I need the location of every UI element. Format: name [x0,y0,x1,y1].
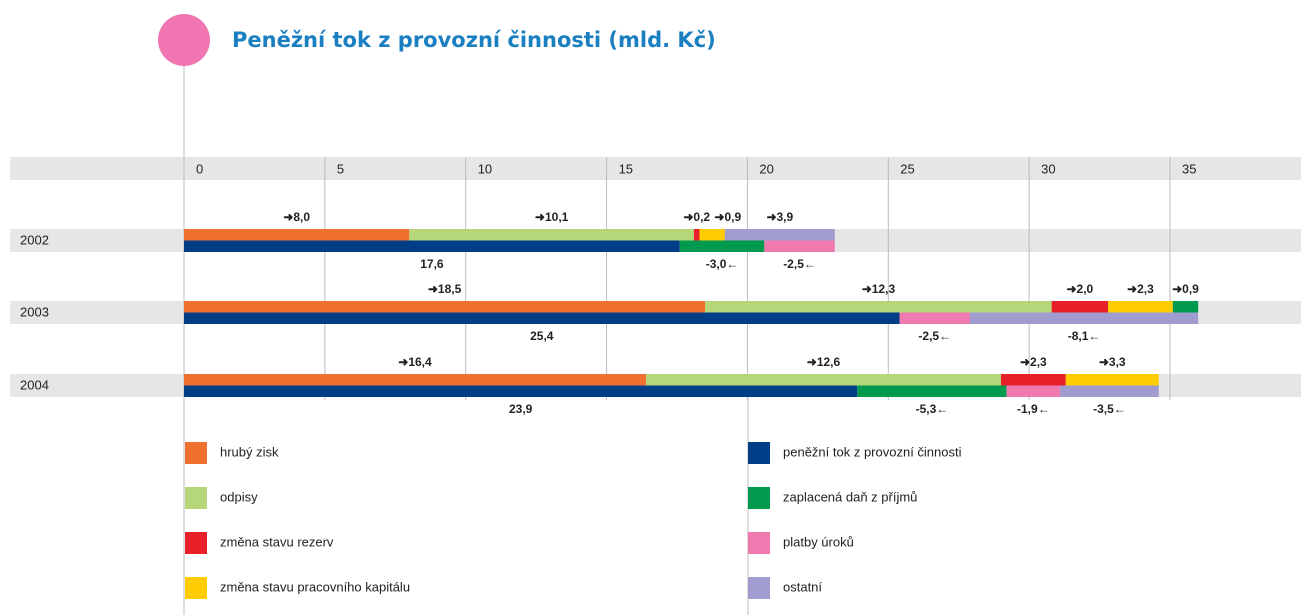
bar-segment [1000,374,1066,386]
value-label: ➜16,4 [398,355,432,369]
legend-label: změna stavu rezerv [220,534,334,549]
bar-segment [764,240,835,252]
y-tick-label: 2002 [20,232,49,247]
legend-label: změna stavu pracovního kapitálu [220,579,410,594]
value-label: ➜8,0 [283,210,310,224]
y-tick-label: 2003 [20,304,49,319]
legend-swatch [185,577,207,599]
x-tick-label: 10 [478,161,492,176]
value-label: -3,5← [1093,402,1126,416]
y-tick-label: 2004 [20,377,49,392]
bar-segment [724,229,835,241]
x-tick-label: 25 [900,161,914,176]
bar-segment [1065,374,1159,386]
bar-segment [184,240,680,252]
bar-segment [969,312,1199,324]
bar-segment [693,229,700,241]
bar-segment [899,312,970,324]
x-tick-label: 0 [196,161,203,176]
x-tick-label: 5 [337,161,344,176]
legend-label: ostatní [783,579,822,594]
bar-segment [184,374,647,386]
bar-segment [1006,385,1061,397]
bar-segment [1051,301,1109,313]
bar-segment [184,301,706,313]
value-label: ➜2,3 [1020,355,1047,369]
value-label: ➜0,9 [1172,282,1199,296]
value-label: -2,5← [783,257,816,271]
value-label: ➜12,3 [862,282,896,296]
legend-label: platby úroků [783,534,854,549]
value-label: 17,6 [420,257,444,271]
bar-segment [409,229,694,241]
x-tick-label: 15 [619,161,633,176]
value-label: -8,1← [1068,329,1101,343]
bar-segment [679,240,765,252]
legend-swatch [748,442,770,464]
value-label: -3,0← [706,257,739,271]
x-tick-label: 30 [1041,161,1055,176]
legend-swatch [748,577,770,599]
bar-segment [705,301,1052,313]
value-label: ➜3,9 [766,210,793,224]
value-label: 25,4 [530,329,554,343]
value-label: ➜0,2 [683,210,710,224]
axis-band [10,157,1301,180]
value-label: ➜3,3 [1099,355,1126,369]
bar-segment [646,374,1001,386]
bar-segment [699,229,725,241]
bar-segment [184,229,410,241]
bar-segment [1108,301,1173,313]
bar-segment [184,385,858,397]
value-label: ➜2,3 [1127,282,1154,296]
value-label: ➜0,9 [714,210,741,224]
legend-swatch [748,487,770,509]
legend-swatch [748,532,770,554]
x-tick-label: 20 [759,161,773,176]
value-label: ➜18,5 [428,282,462,296]
legend-swatch [185,487,207,509]
value-label: ➜12,6 [807,355,841,369]
value-label: -5,3← [916,402,949,416]
legend-swatch [185,532,207,554]
bar-segment [857,385,1007,397]
legend-label: zaplacená daň z příjmů [783,489,917,504]
x-tick-label: 35 [1182,161,1196,176]
chart-title: Peněžní tok z provozní činnosti (mld. Kč… [232,28,716,52]
bar-segment [1172,301,1199,313]
value-label: -1,9← [1017,402,1050,416]
value-label: ➜10,1 [535,210,569,224]
legend-label: peněžní tok z provozní činnosti [783,444,962,459]
title-marker [158,14,210,66]
bar-segment [1060,385,1159,397]
value-label: 23,9 [509,402,533,416]
value-label: ➜2,0 [1066,282,1093,296]
legend-swatch [185,442,207,464]
legend-label: hrubý zisk [220,444,279,459]
bar-segment [184,312,900,324]
legend-label: odpisy [220,489,258,504]
value-label: -2,5← [918,329,951,343]
